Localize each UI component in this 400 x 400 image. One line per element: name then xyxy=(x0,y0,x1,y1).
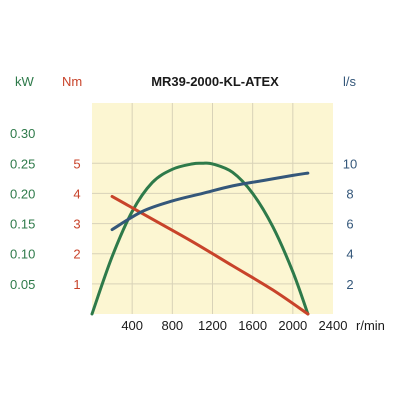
torque-axis-unit: Nm xyxy=(62,74,82,89)
torque-tick-label: 3 xyxy=(73,217,80,232)
power-curve xyxy=(90,161,310,316)
x-axis-unit: r/min xyxy=(356,318,385,333)
flow-axis-unit: l/s xyxy=(343,74,357,89)
power-tick-label: 0.25 xyxy=(10,156,35,171)
x-tick-label: 400 xyxy=(121,318,143,333)
torque-tick-label: 1 xyxy=(73,277,80,292)
flow-curve xyxy=(110,171,310,232)
flow-tick-label: 2 xyxy=(346,277,353,292)
x-tick-label: 2000 xyxy=(278,318,307,333)
power-tick-label: 0.15 xyxy=(10,217,35,232)
x-tick-label: 1600 xyxy=(238,318,267,333)
x-tick-label: 800 xyxy=(161,318,183,333)
chart-title: MR39-2000-KL-ATEX xyxy=(151,74,279,89)
power-tick-label: 0.30 xyxy=(10,126,35,141)
torque-tick-label: 4 xyxy=(73,186,80,201)
power-tick-label: 0.05 xyxy=(10,277,35,292)
flow-tick-label: 4 xyxy=(346,247,353,262)
torque-tick-label: 2 xyxy=(73,247,80,262)
series-layer xyxy=(90,161,310,316)
flow-tick-label: 8 xyxy=(346,186,353,201)
x-tick-label: 1200 xyxy=(198,318,227,333)
x-tick-label: 2400 xyxy=(319,318,348,333)
flow-tick-label: 10 xyxy=(343,156,357,171)
power-axis-unit: kW xyxy=(15,74,35,89)
power-tick-label: 0.10 xyxy=(10,247,35,262)
flow-tick-label: 6 xyxy=(346,217,353,232)
torque-tick-label: 5 xyxy=(73,156,80,171)
power-tick-label: 0.20 xyxy=(10,186,35,201)
tick-labels: 400 800 1200 1600 2000 2400 0.05 0.10 0.15 0.20 0.… xyxy=(10,126,357,333)
torque-curve xyxy=(110,194,310,316)
